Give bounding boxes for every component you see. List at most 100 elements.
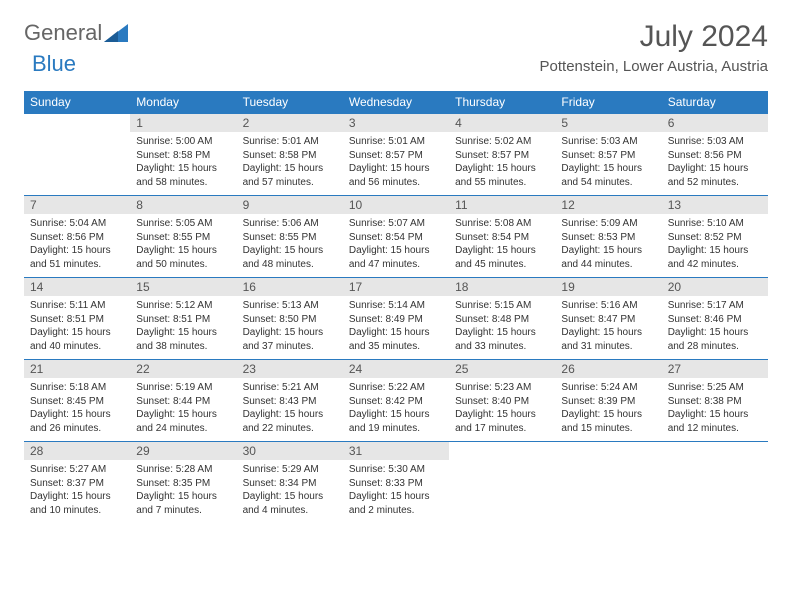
week-row: 14Sunrise: 5:11 AMSunset: 8:51 PMDayligh…	[24, 278, 768, 360]
day-cell: 29Sunrise: 5:28 AMSunset: 8:35 PMDayligh…	[130, 442, 236, 524]
daylight-text: Daylight: 15 hours and 31 minutes.	[561, 326, 655, 353]
date-number: 14	[24, 278, 130, 296]
daylight-text: Daylight: 15 hours and 54 minutes.	[561, 162, 655, 189]
sunrise-text: Sunrise: 5:14 AM	[349, 299, 443, 313]
day-cell: 7Sunrise: 5:04 AMSunset: 8:56 PMDaylight…	[24, 196, 130, 278]
week-row: 1Sunrise: 5:00 AMSunset: 8:58 PMDaylight…	[24, 114, 768, 196]
daylight-text: Daylight: 15 hours and 28 minutes.	[668, 326, 762, 353]
daylight-text: Daylight: 15 hours and 10 minutes.	[30, 490, 124, 517]
sunset-text: Sunset: 8:56 PM	[668, 149, 762, 163]
date-number: 2	[237, 114, 343, 132]
day-details: Sunrise: 5:17 AMSunset: 8:46 PMDaylight:…	[662, 296, 768, 359]
daylight-text: Daylight: 15 hours and 12 minutes.	[668, 408, 762, 435]
date-number: 23	[237, 360, 343, 378]
sunset-text: Sunset: 8:49 PM	[349, 313, 443, 327]
day-cell: 19Sunrise: 5:16 AMSunset: 8:47 PMDayligh…	[555, 278, 661, 360]
date-number: 29	[130, 442, 236, 460]
date-number: 22	[130, 360, 236, 378]
day-details: Sunrise: 5:30 AMSunset: 8:33 PMDaylight:…	[343, 460, 449, 523]
sunset-text: Sunset: 8:35 PM	[136, 477, 230, 491]
day-details: Sunrise: 5:03 AMSunset: 8:56 PMDaylight:…	[662, 132, 768, 195]
day-details: Sunrise: 5:06 AMSunset: 8:55 PMDaylight:…	[237, 214, 343, 277]
day-details: Sunrise: 5:10 AMSunset: 8:52 PMDaylight:…	[662, 214, 768, 277]
day-details: Sunrise: 5:04 AMSunset: 8:56 PMDaylight:…	[24, 214, 130, 277]
sunrise-text: Sunrise: 5:13 AM	[243, 299, 337, 313]
sunset-text: Sunset: 8:43 PM	[243, 395, 337, 409]
day-details: Sunrise: 5:22 AMSunset: 8:42 PMDaylight:…	[343, 378, 449, 441]
day-cell: 23Sunrise: 5:21 AMSunset: 8:43 PMDayligh…	[237, 360, 343, 442]
day-details: Sunrise: 5:08 AMSunset: 8:54 PMDaylight:…	[449, 214, 555, 277]
sunset-text: Sunset: 8:34 PM	[243, 477, 337, 491]
day-details: Sunrise: 5:12 AMSunset: 8:51 PMDaylight:…	[130, 296, 236, 359]
day-cell: 27Sunrise: 5:25 AMSunset: 8:38 PMDayligh…	[662, 360, 768, 442]
title-block: July 2024 Pottenstein, Lower Austria, Au…	[540, 20, 768, 83]
sunset-text: Sunset: 8:44 PM	[136, 395, 230, 409]
daylight-text: Daylight: 15 hours and 52 minutes.	[668, 162, 762, 189]
daylight-text: Daylight: 15 hours and 51 minutes.	[30, 244, 124, 271]
date-number: 15	[130, 278, 236, 296]
sunrise-text: Sunrise: 5:18 AM	[30, 381, 124, 395]
sunset-text: Sunset: 8:42 PM	[349, 395, 443, 409]
day-details: Sunrise: 5:15 AMSunset: 8:48 PMDaylight:…	[449, 296, 555, 359]
daylight-text: Daylight: 15 hours and 17 minutes.	[455, 408, 549, 435]
day-details: Sunrise: 5:18 AMSunset: 8:45 PMDaylight:…	[24, 378, 130, 441]
location-text: Pottenstein, Lower Austria, Austria	[540, 58, 768, 75]
day-details: Sunrise: 5:28 AMSunset: 8:35 PMDaylight:…	[130, 460, 236, 523]
day-cell: 6Sunrise: 5:03 AMSunset: 8:56 PMDaylight…	[662, 114, 768, 196]
daylight-text: Daylight: 15 hours and 50 minutes.	[136, 244, 230, 271]
date-number: 19	[555, 278, 661, 296]
sunset-text: Sunset: 8:46 PM	[668, 313, 762, 327]
sunrise-text: Sunrise: 5:09 AM	[561, 217, 655, 231]
sunset-text: Sunset: 8:38 PM	[668, 395, 762, 409]
day-details: Sunrise: 5:25 AMSunset: 8:38 PMDaylight:…	[662, 378, 768, 441]
date-number: 17	[343, 278, 449, 296]
date-number: 1	[130, 114, 236, 132]
daylight-text: Daylight: 15 hours and 57 minutes.	[243, 162, 337, 189]
date-number: 26	[555, 360, 661, 378]
daylight-text: Daylight: 15 hours and 35 minutes.	[349, 326, 443, 353]
logo-triangle-icon	[104, 24, 128, 42]
daylight-text: Daylight: 15 hours and 33 minutes.	[455, 326, 549, 353]
sunset-text: Sunset: 8:51 PM	[136, 313, 230, 327]
daylight-text: Daylight: 15 hours and 19 minutes.	[349, 408, 443, 435]
date-number: 3	[343, 114, 449, 132]
daylight-text: Daylight: 15 hours and 40 minutes.	[30, 326, 124, 353]
date-number: 30	[237, 442, 343, 460]
day-details: Sunrise: 5:01 AMSunset: 8:57 PMDaylight:…	[343, 132, 449, 195]
day-details: Sunrise: 5:03 AMSunset: 8:57 PMDaylight:…	[555, 132, 661, 195]
sunrise-text: Sunrise: 5:29 AM	[243, 463, 337, 477]
sunset-text: Sunset: 8:52 PM	[668, 231, 762, 245]
sunrise-text: Sunrise: 5:01 AM	[243, 135, 337, 149]
date-number: 7	[24, 196, 130, 214]
sunset-text: Sunset: 8:55 PM	[136, 231, 230, 245]
date-number: 27	[662, 360, 768, 378]
day-header: Friday	[555, 91, 661, 114]
date-number: 21	[24, 360, 130, 378]
date-number: 24	[343, 360, 449, 378]
date-number: 5	[555, 114, 661, 132]
sunrise-text: Sunrise: 5:01 AM	[349, 135, 443, 149]
day-cell: 21Sunrise: 5:18 AMSunset: 8:45 PMDayligh…	[24, 360, 130, 442]
date-number	[449, 442, 555, 446]
sunset-text: Sunset: 8:48 PM	[455, 313, 549, 327]
sunset-text: Sunset: 8:57 PM	[455, 149, 549, 163]
date-number	[662, 442, 768, 446]
date-number	[24, 114, 130, 118]
logo-text-2: Blue	[32, 51, 76, 76]
logo: General	[24, 20, 128, 46]
date-number: 4	[449, 114, 555, 132]
sunset-text: Sunset: 8:51 PM	[30, 313, 124, 327]
sunset-text: Sunset: 8:57 PM	[349, 149, 443, 163]
day-header: Wednesday	[343, 91, 449, 114]
sunset-text: Sunset: 8:47 PM	[561, 313, 655, 327]
logo-text-1: General	[24, 20, 102, 46]
sunrise-text: Sunrise: 5:06 AM	[243, 217, 337, 231]
month-title: July 2024	[540, 20, 768, 54]
daylight-text: Daylight: 15 hours and 15 minutes.	[561, 408, 655, 435]
day-header: Saturday	[662, 91, 768, 114]
day-cell: 8Sunrise: 5:05 AMSunset: 8:55 PMDaylight…	[130, 196, 236, 278]
sunset-text: Sunset: 8:37 PM	[30, 477, 124, 491]
day-cell: 12Sunrise: 5:09 AMSunset: 8:53 PMDayligh…	[555, 196, 661, 278]
sunrise-text: Sunrise: 5:10 AM	[668, 217, 762, 231]
sunset-text: Sunset: 8:45 PM	[30, 395, 124, 409]
